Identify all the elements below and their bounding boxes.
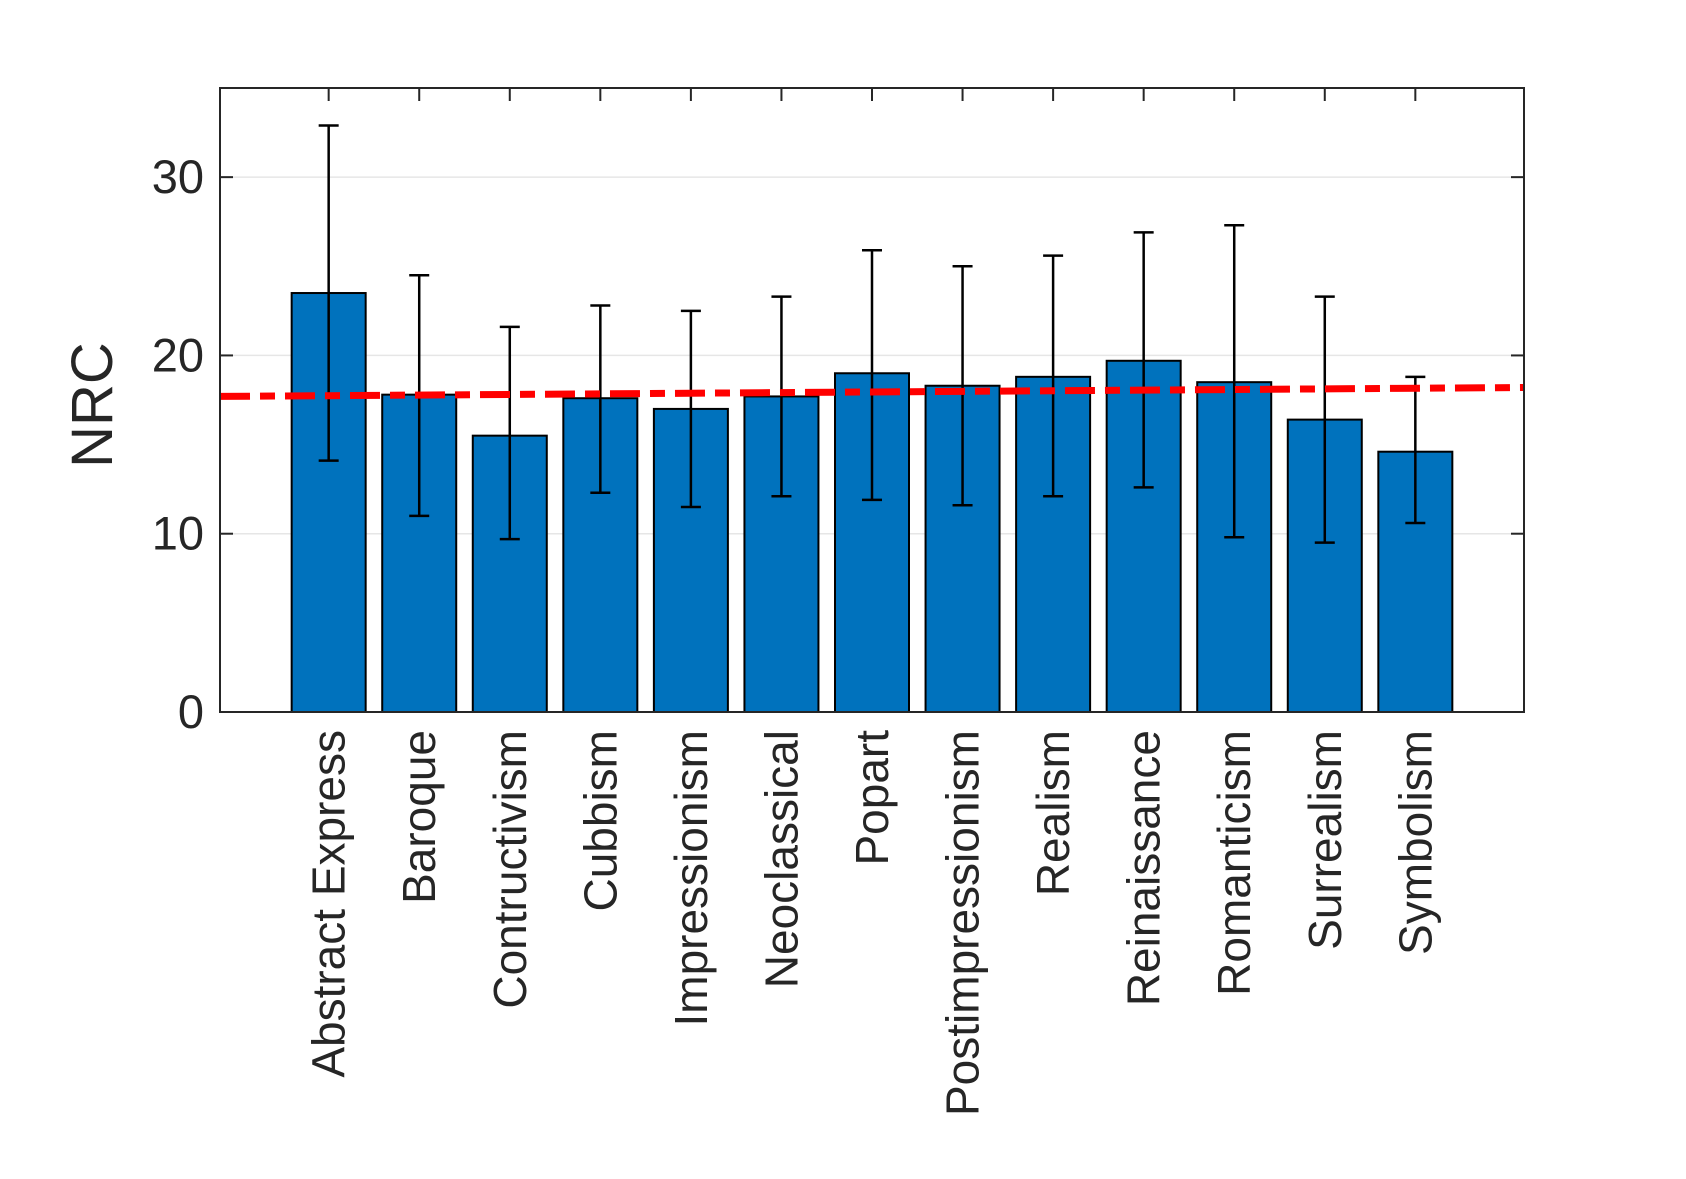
x-tick-label-baroque: Baroque: [393, 730, 445, 904]
error-bar-impressionism: [680, 309, 701, 509]
axes-frame: [219, 87, 1525, 713]
error-bar-postimpressionism: [952, 265, 973, 507]
y-tick-label: 0: [178, 685, 204, 738]
error-bar-popart: [862, 248, 882, 502]
y-tick-label: 10: [152, 507, 204, 560]
x-tick-label-contructivism: Contructivism: [484, 730, 536, 1009]
x-tick-label-postimpressionism: Postimpressionism: [937, 730, 989, 1116]
y-tick-label: 20: [152, 328, 204, 381]
error-bar-contructivism: [499, 325, 520, 541]
error-bar-romanticism: [1224, 224, 1245, 539]
x-tick-label-reinaissance: Reinaissance: [1118, 730, 1170, 1006]
x-tick-label-neoclassical: Neoclassical: [755, 730, 807, 988]
error-bar-surrealism: [1314, 295, 1335, 544]
x-tick-label-impressionism: Impressionism: [665, 730, 717, 1027]
x-tick-label-abstract-express: Abstract Express: [303, 730, 355, 1078]
x-tick-label-realism: Realism: [1027, 730, 1079, 896]
trend-line: [219, 384, 1525, 400]
y-axis-label: NRC: [60, 342, 125, 468]
error-bar-neoclassical: [771, 295, 792, 498]
x-tick-label-cubbism: Cubbism: [574, 730, 626, 912]
x-tick-label-symbolism: Symbolism: [1389, 730, 1441, 955]
error-bars-group: [318, 124, 1426, 544]
error-bar-cubbism: [590, 304, 611, 494]
error-bar-realism: [1043, 254, 1064, 498]
error-bar-symbolism: [1405, 375, 1426, 525]
x-tick-label-popart: Popart: [846, 730, 898, 866]
error-bar-reinaissance: [1133, 231, 1154, 489]
x-tick-label-romanticism: Romanticism: [1208, 730, 1260, 996]
y-tick-label: 30: [152, 150, 204, 203]
x-tick-label-surrealism: Surrealism: [1299, 730, 1351, 950]
bars-group: [290, 292, 1454, 713]
error-bar-abstract-express: [318, 124, 339, 462]
